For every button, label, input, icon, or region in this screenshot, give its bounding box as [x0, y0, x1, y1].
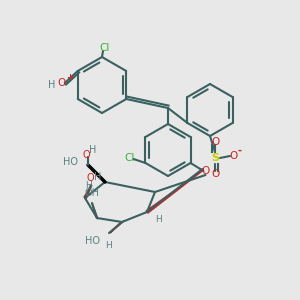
Polygon shape	[84, 185, 92, 199]
Text: H: H	[89, 145, 97, 155]
Text: H: H	[106, 241, 112, 250]
Text: H: H	[85, 182, 92, 190]
Polygon shape	[110, 221, 124, 233]
Text: O: O	[211, 137, 219, 147]
Text: H: H	[94, 172, 102, 182]
Text: H: H	[156, 215, 162, 224]
Text: O: O	[82, 150, 90, 160]
Text: O: O	[58, 78, 66, 88]
Text: H: H	[48, 80, 56, 90]
Text: O: O	[211, 169, 219, 179]
Text: S: S	[211, 153, 219, 163]
Text: Cl: Cl	[124, 153, 135, 163]
Text: HO: HO	[63, 157, 78, 167]
Text: O: O	[86, 173, 94, 183]
Text: Cl: Cl	[100, 43, 110, 53]
Text: +: +	[66, 74, 73, 82]
Text: O: O	[229, 151, 237, 161]
Text: O: O	[201, 166, 210, 176]
Text: HO: HO	[85, 236, 100, 246]
Text: -: -	[238, 146, 242, 156]
Polygon shape	[146, 170, 203, 213]
Text: OH: OH	[85, 188, 100, 198]
Polygon shape	[92, 203, 98, 219]
